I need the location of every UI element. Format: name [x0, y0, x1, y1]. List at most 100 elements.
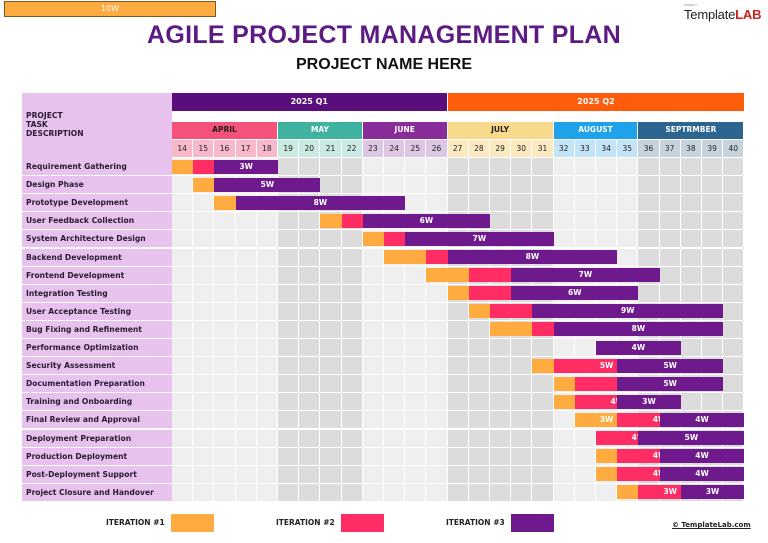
grid-cell[interactable] — [680, 248, 701, 266]
grid-cell[interactable] — [362, 411, 383, 429]
grid-cell[interactable] — [235, 266, 256, 284]
grid-cell[interactable] — [702, 339, 723, 357]
grid-cell[interactable] — [490, 357, 511, 375]
grid-cell[interactable] — [235, 230, 256, 248]
grid-cell[interactable] — [574, 339, 595, 357]
grid-cell[interactable] — [426, 194, 447, 212]
grid-cell[interactable] — [447, 465, 468, 483]
iteration-2-bar[interactable] — [532, 322, 554, 337]
grid-cell[interactable] — [405, 194, 426, 212]
grid-cell[interactable] — [511, 429, 532, 447]
grid-cell[interactable] — [680, 176, 701, 194]
grid-cell[interactable] — [341, 176, 362, 194]
grid-cell[interactable] — [574, 158, 595, 176]
grid-cell[interactable] — [320, 465, 341, 483]
grid-cell[interactable] — [299, 230, 320, 248]
grid-cell[interactable] — [723, 158, 744, 176]
grid-cell[interactable] — [405, 429, 426, 447]
grid-cell[interactable] — [256, 230, 277, 248]
grid-cell[interactable] — [659, 230, 680, 248]
grid-cell[interactable] — [553, 411, 574, 429]
grid-cell[interactable] — [299, 320, 320, 338]
grid-cell[interactable] — [702, 212, 723, 230]
grid-cell[interactable] — [468, 393, 489, 411]
grid-cell[interactable] — [702, 194, 723, 212]
grid-cell[interactable] — [468, 483, 489, 501]
grid-cell[interactable] — [447, 483, 468, 501]
iteration-3-bar[interactable]: 4W — [659, 449, 745, 464]
iteration-3-bar[interactable]: 7W — [405, 231, 554, 246]
grid-cell[interactable] — [256, 393, 277, 411]
grid-cell[interactable] — [214, 302, 235, 320]
grid-cell[interactable] — [723, 176, 744, 194]
grid-cell[interactable] — [426, 393, 447, 411]
grid-cell[interactable] — [193, 248, 214, 266]
iteration-3-bar[interactable]: 4W — [659, 467, 745, 482]
grid-cell[interactable] — [574, 230, 595, 248]
grid-cell[interactable] — [214, 483, 235, 501]
grid-cell[interactable] — [278, 302, 299, 320]
grid-cell[interactable] — [574, 465, 595, 483]
grid-cell[interactable] — [384, 429, 405, 447]
grid-cell[interactable] — [723, 320, 744, 338]
grid-cell[interactable] — [362, 339, 383, 357]
grid-cell[interactable] — [702, 176, 723, 194]
grid-cell[interactable] — [256, 357, 277, 375]
iteration-3-bar[interactable]: 3W — [680, 485, 745, 500]
grid-cell[interactable] — [172, 465, 193, 483]
grid-cell[interactable] — [172, 447, 193, 465]
grid-cell[interactable] — [680, 284, 701, 302]
iteration-1-bar[interactable] — [214, 195, 236, 210]
iteration-1-bar[interactable] — [617, 485, 639, 500]
grid-cell[interactable] — [384, 393, 405, 411]
grid-cell[interactable] — [490, 212, 511, 230]
grid-cell[interactable] — [426, 447, 447, 465]
grid-cell[interactable] — [447, 158, 468, 176]
grid-cell[interactable] — [468, 194, 489, 212]
grid-cell[interactable] — [299, 339, 320, 357]
grid-cell[interactable] — [468, 357, 489, 375]
iteration-1-bar[interactable] — [362, 231, 384, 246]
grid-cell[interactable] — [596, 230, 617, 248]
grid-cell[interactable] — [426, 176, 447, 194]
grid-cell[interactable] — [553, 465, 574, 483]
grid-cell[interactable] — [553, 176, 574, 194]
iteration-3-bar[interactable]: 5W — [214, 177, 321, 192]
grid-cell[interactable] — [553, 212, 574, 230]
grid-cell[interactable] — [320, 230, 341, 248]
grid-cell[interactable] — [468, 429, 489, 447]
grid-cell[interactable] — [702, 158, 723, 176]
grid-cell[interactable] — [490, 158, 511, 176]
grid-cell[interactable] — [723, 212, 744, 230]
grid-cell[interactable] — [553, 483, 574, 501]
grid-cell[interactable] — [256, 447, 277, 465]
grid-cell[interactable] — [341, 357, 362, 375]
grid-cell[interactable] — [447, 429, 468, 447]
grid-cell[interactable] — [278, 158, 299, 176]
grid-cell[interactable] — [511, 393, 532, 411]
grid-cell[interactable] — [617, 230, 638, 248]
grid-cell[interactable] — [172, 284, 193, 302]
grid-cell[interactable] — [574, 447, 595, 465]
grid-cell[interactable] — [447, 339, 468, 357]
grid-cell[interactable] — [490, 483, 511, 501]
grid-cell[interactable] — [214, 465, 235, 483]
grid-cell[interactable] — [362, 393, 383, 411]
grid-cell[interactable] — [362, 248, 383, 266]
grid-cell[interactable] — [574, 176, 595, 194]
grid-cell[interactable] — [574, 212, 595, 230]
grid-cell[interactable] — [172, 266, 193, 284]
grid-cell[interactable] — [193, 230, 214, 248]
grid-cell[interactable] — [341, 465, 362, 483]
grid-cell[interactable] — [278, 429, 299, 447]
grid-cell[interactable] — [193, 266, 214, 284]
grid-cell[interactable] — [235, 411, 256, 429]
grid-cell[interactable] — [214, 339, 235, 357]
iteration-3-bar[interactable]: 5W — [638, 431, 745, 445]
grid-cell[interactable] — [214, 230, 235, 248]
iteration-1-bar[interactable] — [596, 449, 618, 464]
grid-cell[interactable] — [193, 393, 214, 411]
grid-cell[interactable] — [426, 429, 447, 447]
grid-cell[interactable] — [214, 411, 235, 429]
grid-cell[interactable] — [278, 320, 299, 338]
